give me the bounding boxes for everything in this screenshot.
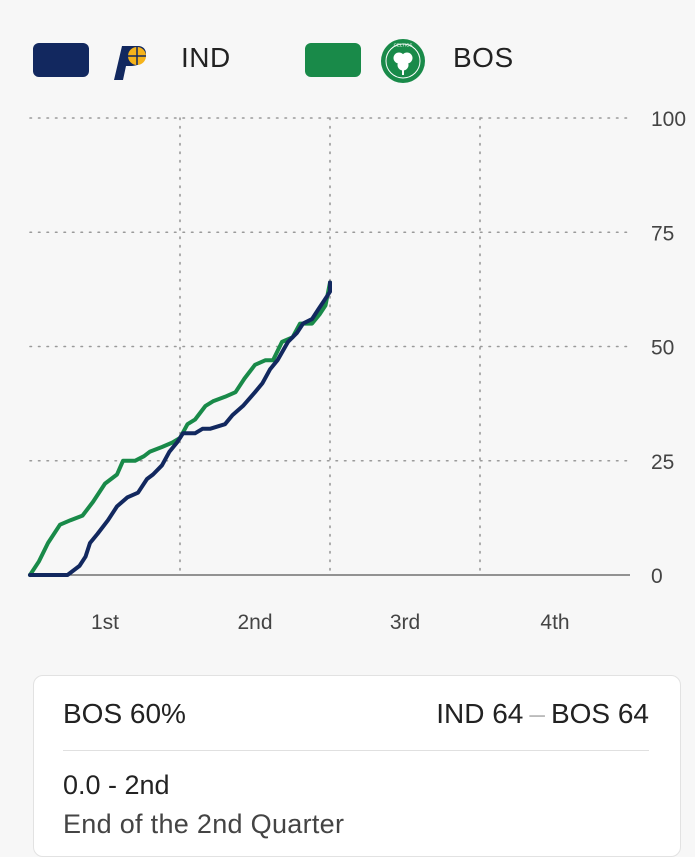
x-tick-label-4th: 4th <box>540 611 569 634</box>
y-tick-label-25: 25 <box>651 451 674 474</box>
chart-legend: IND CELTICS BOS <box>0 0 695 120</box>
bos-color-swatch <box>305 43 361 77</box>
bos-score: BOS 64 <box>550 698 649 729</box>
bos-legend-label: BOS <box>453 42 514 73</box>
y-tick-label-100: 100 <box>651 108 686 131</box>
win-probability-text: BOS 60% <box>63 698 186 729</box>
game-status-card: BOS 60% IND 64– BOS 64 0.0 - 2nd End of t… <box>33 675 681 857</box>
y-tick-label-75: 75 <box>651 222 674 245</box>
series-line-ind <box>28 280 332 577</box>
x-tick-label-2nd: 2nd <box>237 611 272 634</box>
ind-color-swatch <box>33 43 89 77</box>
ind-legend-label: IND <box>181 42 231 73</box>
score-separator: – <box>529 698 545 729</box>
x-tick-label-1st: 1st <box>91 611 119 634</box>
game-clock-text: 0.0 - 2nd <box>63 770 170 800</box>
y-tick-label-0: 0 <box>651 565 663 588</box>
y-tick-label-50: 50 <box>651 337 674 360</box>
celtics-logo-icon: CELTICS <box>381 39 425 83</box>
score-text: IND 64– BOS 64 <box>436 698 649 730</box>
x-tick-label-3rd: 3rd <box>390 611 420 634</box>
ind-score: IND 64 <box>436 698 524 729</box>
series-line-bos <box>28 280 332 577</box>
pacers-logo-icon <box>114 46 146 80</box>
play-description-text: End of the 2nd Quarter <box>63 809 345 839</box>
celtics-logo-text: CELTICS <box>394 43 413 48</box>
card-divider <box>63 750 649 751</box>
win-probability-chart: 0 25 50 75 100 1st 2nd 3rd 4th <box>28 108 686 634</box>
